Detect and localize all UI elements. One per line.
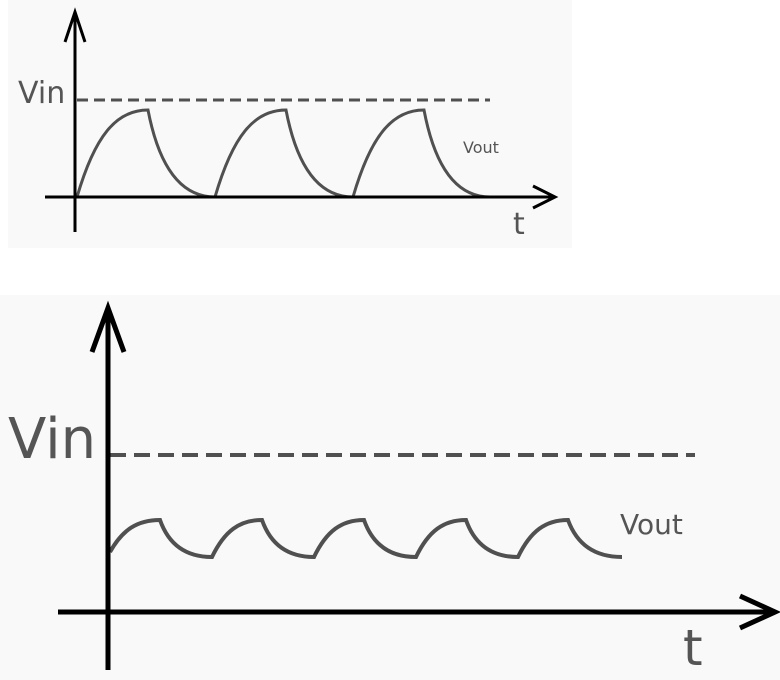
- top-x-axis-arrow-icon: [532, 184, 559, 210]
- top-y-axis-arrow-icon: [63, 7, 87, 43]
- bottom-y-axis-arrow-icon: [89, 300, 127, 353]
- top-vout-label: Vout: [463, 138, 499, 157]
- top-vout-waveform: [75, 108, 491, 199]
- top-vin-label: Vin: [18, 76, 65, 111]
- bottom-x-axis-arrow-icon: [738, 593, 780, 631]
- bottom-diagram: Vin Vout t: [0, 295, 780, 680]
- top-t-label: t: [513, 207, 525, 242]
- bottom-vout-label: Vout: [620, 508, 683, 541]
- bottom-vout-waveform: [108, 517, 623, 560]
- bottom-t-label: t: [683, 619, 703, 677]
- bottom-panel-bg: [0, 295, 780, 680]
- bottom-vin-label: Vin: [8, 407, 96, 472]
- top-diagram: Vin Vout t: [8, 0, 572, 248]
